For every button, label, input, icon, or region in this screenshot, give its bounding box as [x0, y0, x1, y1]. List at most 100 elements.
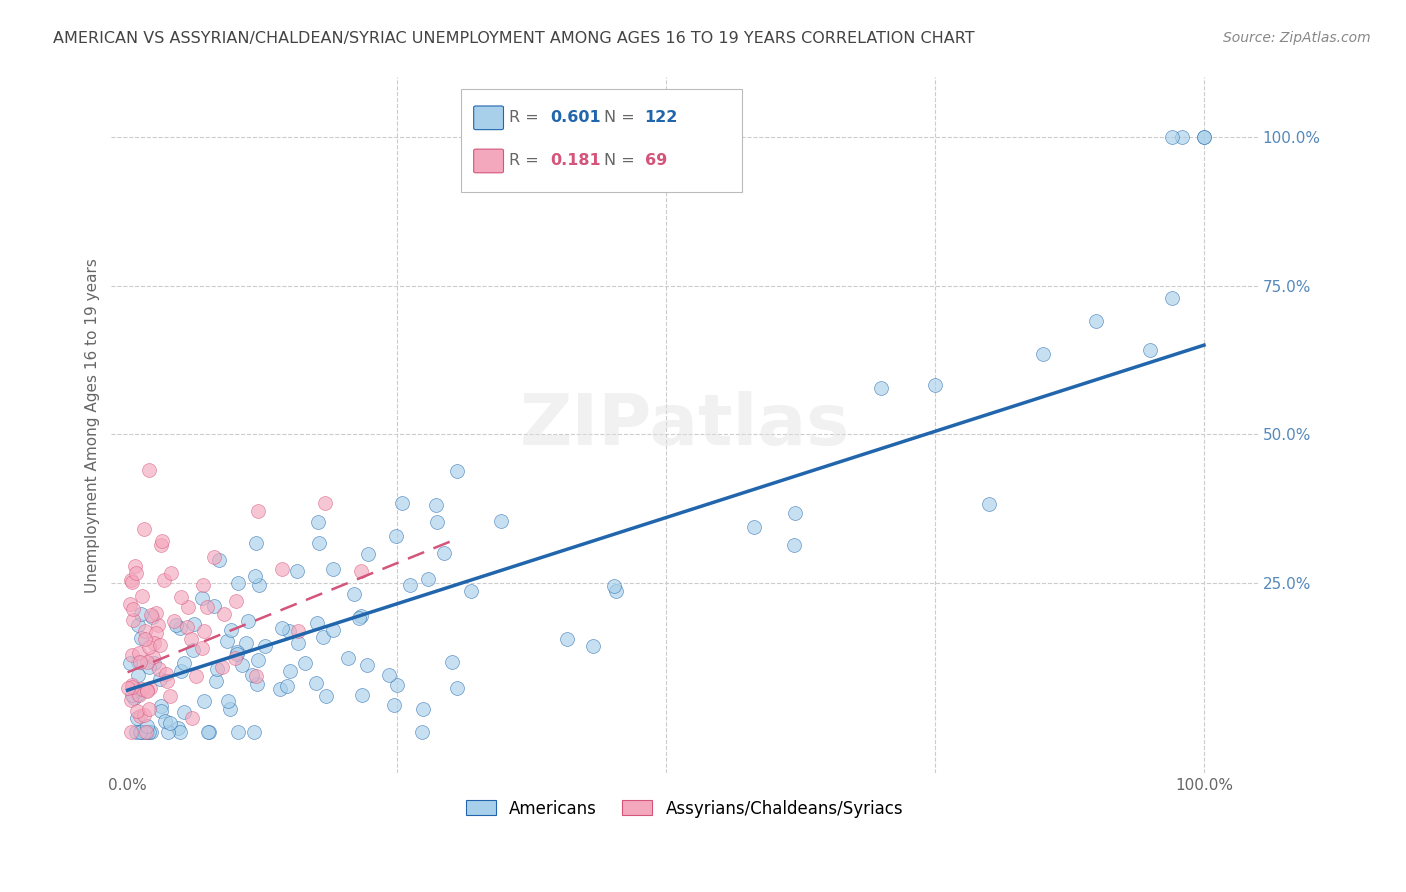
- Point: [129, 724, 152, 739]
- Point: [169, 724, 191, 739]
- Point: [124, 682, 146, 697]
- Point: [287, 635, 309, 649]
- Point: [217, 694, 239, 708]
- Point: [278, 665, 301, 679]
- Point: [425, 498, 447, 512]
- Point: [440, 655, 463, 669]
- Point: [134, 522, 156, 536]
- Point: [382, 698, 405, 712]
- Point: [173, 657, 195, 671]
- Point: [118, 656, 141, 670]
- Point: [138, 701, 160, 715]
- Point: [169, 621, 191, 635]
- Point: [269, 681, 291, 696]
- Point: [159, 566, 181, 580]
- Point: [336, 650, 359, 665]
- Point: [149, 538, 172, 552]
- Point: [294, 656, 316, 670]
- Point: [165, 618, 187, 632]
- Point: [125, 711, 148, 725]
- Point: [159, 689, 181, 703]
- Point: [148, 662, 170, 676]
- Text: 0.181: 0.181: [551, 153, 602, 169]
- Point: [134, 632, 156, 647]
- Point: [783, 507, 806, 521]
- Point: [121, 681, 143, 695]
- Point: [207, 662, 229, 676]
- Point: [247, 653, 270, 667]
- Point: [142, 649, 165, 664]
- Point: [191, 578, 214, 592]
- Text: N =: N =: [605, 153, 640, 169]
- Point: [156, 674, 179, 689]
- Point: [146, 618, 169, 632]
- Point: [198, 724, 221, 739]
- Point: [195, 600, 218, 615]
- Point: [202, 599, 225, 613]
- Point: [166, 721, 188, 735]
- Point: [138, 640, 160, 654]
- Point: [1085, 314, 1108, 328]
- Point: [131, 590, 153, 604]
- Point: [127, 705, 149, 719]
- Point: [1192, 130, 1215, 145]
- Point: [181, 711, 204, 725]
- Point: [1031, 347, 1053, 361]
- Point: [149, 672, 172, 686]
- Point: [202, 550, 225, 565]
- Point: [191, 641, 214, 656]
- Point: [247, 577, 270, 591]
- Point: [350, 689, 373, 703]
- Point: [121, 689, 143, 703]
- Point: [153, 714, 176, 728]
- Point: [343, 587, 366, 601]
- FancyBboxPatch shape: [461, 89, 742, 193]
- Point: [240, 667, 263, 681]
- Point: [1171, 130, 1194, 145]
- Point: [170, 590, 193, 604]
- Point: [582, 639, 605, 653]
- Point: [131, 682, 153, 697]
- Point: [228, 575, 250, 590]
- Point: [253, 639, 276, 653]
- Point: [145, 606, 167, 620]
- Point: [136, 683, 159, 698]
- Point: [212, 607, 235, 622]
- Point: [180, 632, 202, 646]
- Point: [245, 668, 267, 682]
- Point: [125, 724, 148, 739]
- Point: [276, 679, 298, 693]
- Point: [246, 504, 269, 518]
- Point: [307, 616, 329, 631]
- Point: [121, 677, 143, 691]
- Point: [120, 724, 142, 739]
- Point: [378, 668, 401, 682]
- Point: [411, 724, 433, 739]
- Point: [197, 724, 219, 739]
- Point: [129, 724, 152, 739]
- Point: [307, 516, 329, 530]
- Point: [183, 617, 205, 632]
- Point: [322, 562, 344, 576]
- Text: ZIPatlas: ZIPatlas: [520, 391, 849, 460]
- Legend: Americans, Assyrians/Chaldeans/Syriacs: Americans, Assyrians/Chaldeans/Syriacs: [460, 793, 910, 824]
- Point: [117, 681, 139, 696]
- Point: [225, 594, 247, 608]
- Point: [124, 558, 146, 573]
- Point: [149, 638, 172, 652]
- Point: [238, 614, 260, 628]
- Point: [125, 566, 148, 581]
- Point: [221, 623, 243, 637]
- Point: [412, 702, 434, 716]
- Point: [134, 624, 156, 638]
- Point: [129, 607, 152, 621]
- Point: [314, 496, 336, 510]
- Point: [145, 626, 167, 640]
- Point: [129, 656, 152, 670]
- Point: [426, 515, 449, 529]
- Point: [605, 584, 627, 599]
- Point: [122, 690, 145, 705]
- Text: 0.601: 0.601: [551, 111, 602, 125]
- Point: [135, 724, 157, 739]
- Point: [127, 668, 149, 682]
